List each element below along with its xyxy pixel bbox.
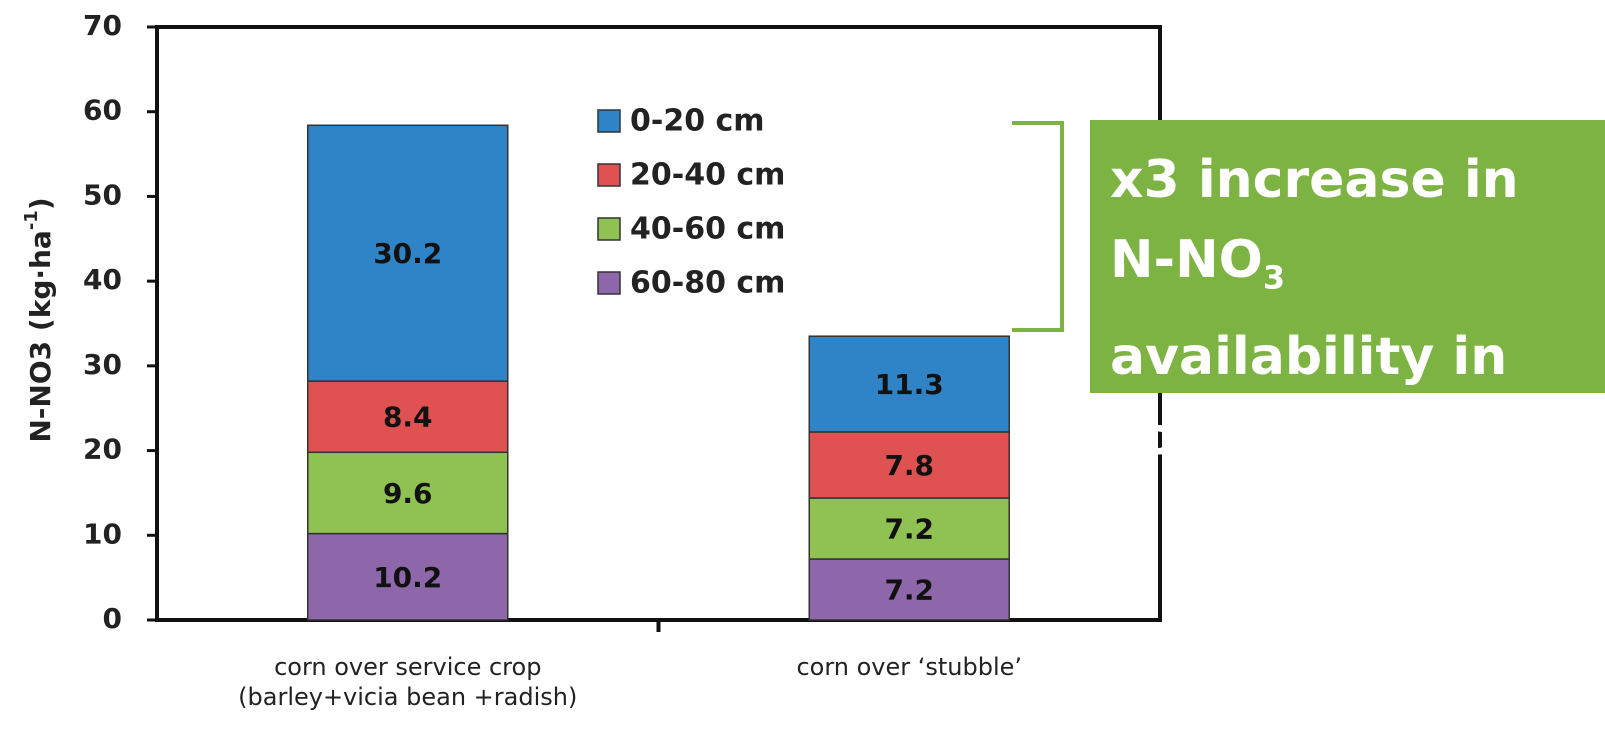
bar-segment [808,497,1010,560]
y-tick-label: 10 [83,517,122,550]
bar-segment [307,380,509,454]
y-axis-label-end: ) [24,197,57,210]
y-axis-label-sup: -1 [21,210,42,230]
y-tick-label: 20 [83,433,122,466]
bracket [1012,121,1064,332]
legend-label: 0-20 cm [630,104,765,139]
legend-label: 20-40 cm [630,158,785,193]
data-label: 7.2 [884,513,934,546]
x-tick-label: corn over service crop (barley+vicia bea… [238,653,578,711]
annotation-text: x3 increase in N-NO3 availability in soi… [1110,140,1580,477]
bar-segment [307,532,509,621]
data-label: 7.2 [884,574,934,607]
y-tick-label: 40 [83,263,122,296]
data-label: 7.8 [884,449,934,482]
y-tick-label: 60 [83,94,122,127]
y-tick-label: 30 [83,348,122,381]
legend-label: 40-60 cm [630,212,785,247]
y-tick-label: 0 [103,602,122,635]
legend-swatch [597,109,621,133]
data-label: 8.4 [383,401,433,434]
annotation-box: x3 increase in N-NO3 availability in soi… [1090,120,1605,467]
annotation-part: availability in soil [1110,327,1508,468]
legend-swatch [597,271,621,295]
annotation-part: x3 increase in N-NO [1110,150,1519,290]
y-axis-label: N-NO3 (kg·ha-1) [21,197,57,442]
legend-swatch [597,217,621,241]
data-label: 30.2 [373,237,442,270]
data-label: 9.6 [383,477,433,510]
y-axis-label-text: N-NO3 (kg·ha [24,230,57,442]
x-tick-label: corn over ‘stubble’ [796,653,1023,681]
data-label: 11.3 [875,368,944,401]
legend-swatch [597,163,621,187]
data-label: 10.2 [373,561,442,594]
legend-label: 60-80 cm [630,266,785,301]
y-tick-label: 50 [83,178,122,211]
bar-segment [808,431,1010,499]
y-tick-label: 70 [83,9,122,42]
annotation-sub: 3 [1262,258,1286,297]
bar-segment [307,124,509,382]
bar-segment [808,335,1010,433]
